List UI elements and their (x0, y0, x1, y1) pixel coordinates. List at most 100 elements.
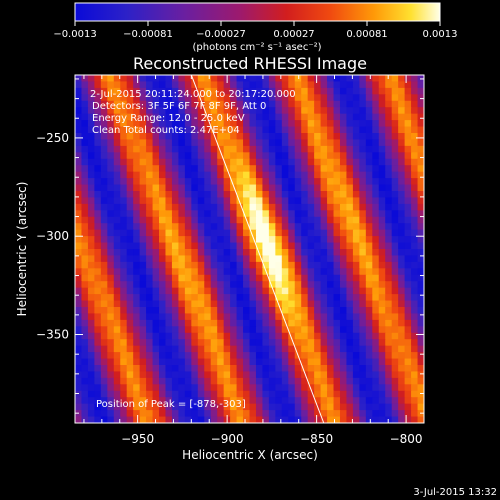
heatmap-cell (301, 313, 309, 321)
heatmap-cell (120, 294, 128, 302)
heatmap-cell (398, 191, 406, 199)
heatmap-cell (281, 139, 289, 147)
heatmap-cell (81, 339, 89, 347)
heatmap-cell (385, 133, 393, 141)
heatmap-cell (133, 203, 141, 211)
heatmap-cell (81, 255, 89, 263)
heatmap-cell (417, 319, 424, 327)
heatmap-cell (75, 203, 83, 211)
heatmap-cell (184, 203, 192, 211)
heatmap-cell (113, 242, 121, 250)
heatmap-cell (133, 197, 141, 205)
heatmap-cell (159, 416, 167, 423)
heatmap-cell (243, 384, 251, 392)
heatmap-cell (191, 416, 199, 423)
heatmap-cell (398, 229, 406, 237)
heatmap-cell (120, 133, 128, 141)
heatmap-cell (320, 397, 328, 405)
heatmap-cell (75, 107, 83, 115)
heatmap-cell (223, 113, 231, 121)
heatmap-cell (184, 287, 192, 295)
heatmap-cell (339, 319, 348, 327)
heatmap-cell (411, 365, 419, 373)
heatmap-cell (94, 371, 102, 379)
heatmap-cell (378, 139, 386, 147)
heatmap-cell (359, 365, 367, 373)
heatmap-cell (152, 352, 160, 360)
heatmap-cell (327, 397, 335, 405)
heatmap-cell (126, 345, 134, 353)
heatmap-cell (275, 384, 283, 392)
heatmap-cell (352, 345, 360, 353)
heatmap-cell (268, 358, 276, 366)
heatmap-cell (146, 416, 154, 423)
heatmap-cell (352, 339, 360, 347)
heatmap-cell (210, 100, 218, 108)
heatmap-cell (81, 326, 89, 334)
heatmap-cell (314, 300, 322, 308)
heatmap-cell (333, 145, 341, 153)
heatmap-cell (398, 120, 406, 128)
heatmap-cell (281, 126, 289, 134)
heatmap-cell (230, 281, 238, 289)
heatmap-cell (262, 75, 270, 83)
heatmap-cell (159, 145, 167, 153)
heatmap-cell (411, 133, 419, 141)
heatmap-cell (230, 261, 238, 269)
heatmap-cell (197, 152, 205, 160)
heatmap-cell (378, 294, 386, 302)
heatmap-cell (230, 94, 238, 102)
heatmap-cell (398, 416, 406, 423)
heatmap-cell (100, 229, 108, 237)
heatmap-cell (320, 377, 328, 385)
heatmap-cell (372, 236, 380, 244)
heatmap-cell (327, 307, 335, 315)
heatmap-cell (365, 326, 373, 334)
heatmap-cell (139, 171, 147, 179)
heatmap-cell (184, 223, 192, 231)
heatmap-cell (100, 319, 108, 327)
heatmap-cell (333, 242, 341, 250)
heatmap-cell (339, 377, 348, 385)
heatmap-cell (404, 203, 412, 211)
heatmap-cell (339, 158, 348, 166)
heatmap-cell (75, 261, 83, 269)
heatmap-cell (133, 184, 141, 192)
heatmap-cell (152, 126, 160, 134)
heatmap-cell (126, 178, 134, 186)
heatmap-cell (197, 203, 205, 211)
heatmap-cell (314, 75, 322, 83)
heatmap-cell (217, 390, 225, 398)
heatmap-cell (378, 191, 386, 199)
heatmap-cell (184, 191, 192, 199)
heatmap-cell (327, 352, 335, 360)
heatmap-cell (184, 100, 192, 108)
heatmap-cell (165, 126, 173, 134)
heatmap-cell (113, 75, 121, 83)
heatmap-cell (320, 281, 328, 289)
heatmap-cell (210, 416, 218, 423)
heatmap-cell (281, 171, 289, 179)
heatmap-cell (262, 261, 270, 269)
heatmap-cell (333, 94, 341, 102)
heatmap-cell (352, 197, 360, 205)
heatmap-cell (301, 197, 309, 205)
heatmap-cell (262, 229, 270, 237)
heatmap-cell (197, 300, 205, 308)
heatmap-cell (398, 81, 406, 89)
heatmap-cell (365, 339, 373, 347)
heatmap-cell (197, 339, 205, 347)
heatmap-cell (398, 223, 406, 231)
heatmap-cell (301, 145, 309, 153)
heatmap-cell (100, 287, 108, 295)
heatmap-cell (204, 261, 212, 269)
heatmap-cell (385, 229, 393, 237)
heatmap-cell (378, 94, 386, 102)
heatmap-cell (372, 410, 380, 418)
heatmap-cell (146, 261, 154, 269)
heatmap-cell (372, 339, 380, 347)
heatmap-cell (178, 107, 186, 115)
heatmap-cell (184, 358, 192, 366)
heatmap-cell (100, 197, 108, 205)
heatmap-cell (378, 87, 386, 95)
